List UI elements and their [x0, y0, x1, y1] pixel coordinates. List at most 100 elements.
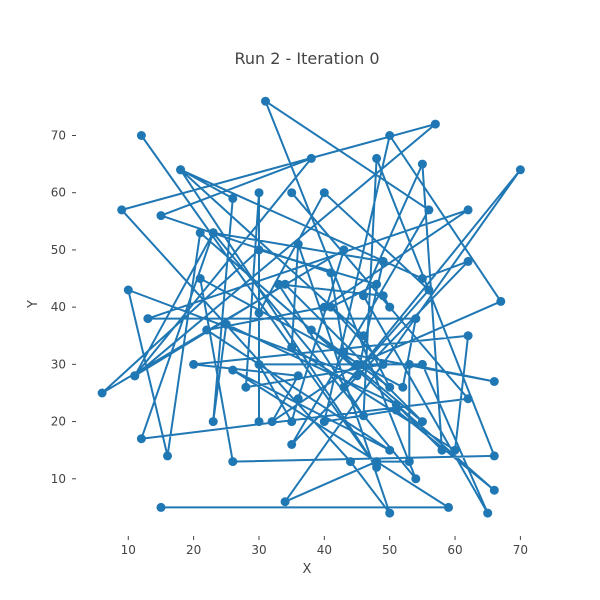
data-point — [378, 291, 388, 301]
x-tick-label: 20 — [186, 543, 201, 557]
y-tick-label: 30 — [51, 357, 66, 371]
data-point — [385, 131, 395, 140]
data-point — [306, 153, 316, 163]
data-point — [280, 279, 290, 289]
data-point — [372, 462, 382, 472]
y-tick-label: 60 — [51, 186, 66, 200]
data-point — [437, 445, 447, 455]
data-point — [463, 394, 473, 404]
data-point — [254, 245, 264, 255]
data-point — [411, 474, 421, 484]
data-point — [489, 451, 499, 461]
data-point — [319, 188, 329, 198]
data-point — [123, 285, 133, 295]
data-point — [417, 159, 427, 169]
data-point — [339, 245, 349, 255]
data-point — [359, 291, 368, 301]
data-point — [130, 371, 140, 381]
data-point — [221, 319, 231, 329]
y-tick-label: 40 — [51, 300, 66, 314]
data-point — [208, 228, 218, 238]
chart-title: Run 2 - Iteration 0 — [234, 49, 379, 68]
x-tick-label: 10 — [121, 543, 136, 557]
data-point — [372, 153, 382, 163]
data-point — [208, 417, 218, 427]
data-point — [228, 193, 238, 203]
data-point — [430, 119, 440, 129]
data-point — [385, 302, 395, 312]
data-point — [241, 382, 251, 392]
data-point — [483, 508, 493, 518]
y-axis-label: Y — [26, 300, 41, 309]
data-point — [352, 359, 362, 369]
data-point — [274, 279, 284, 289]
data-point — [385, 382, 395, 392]
data-point — [359, 411, 368, 421]
data-point — [326, 268, 336, 278]
data-point — [417, 417, 427, 427]
data-point — [280, 497, 290, 507]
data-point — [202, 325, 212, 335]
data-point — [385, 445, 395, 455]
data-point — [463, 256, 473, 266]
data-point — [515, 165, 525, 175]
data-point — [450, 445, 460, 455]
data-point — [287, 188, 297, 198]
data-point — [254, 188, 264, 198]
data-point — [339, 382, 349, 392]
x-tick-label: 40 — [317, 543, 332, 557]
x-tick-label: 60 — [447, 543, 462, 557]
data-point — [424, 285, 434, 295]
data-point — [391, 399, 401, 409]
data-point — [489, 485, 499, 495]
data-point — [293, 394, 303, 404]
x-tick-label: 30 — [251, 543, 266, 557]
data-point — [398, 382, 408, 392]
data-point — [306, 325, 316, 335]
x-axis-label: X — [303, 562, 312, 577]
data-point — [326, 302, 336, 312]
data-point — [176, 165, 186, 175]
plot-area — [97, 96, 525, 518]
data-point — [293, 239, 303, 249]
data-point — [372, 279, 382, 289]
y-tick-label: 20 — [51, 415, 66, 429]
x-tick-label: 50 — [382, 543, 397, 557]
data-point — [319, 417, 329, 427]
data-point — [267, 417, 277, 427]
data-point — [195, 274, 205, 283]
data-point — [287, 440, 297, 449]
data-point — [261, 96, 270, 106]
data-point — [117, 205, 127, 215]
data-point — [189, 359, 199, 369]
data-point — [195, 228, 205, 238]
data-point — [417, 359, 427, 369]
data-point — [404, 457, 414, 467]
data-point — [163, 451, 172, 461]
data-point — [287, 342, 297, 352]
data-point — [143, 314, 153, 324]
data-point — [339, 348, 349, 358]
data-point — [411, 314, 421, 324]
data-point — [254, 308, 264, 318]
data-point — [417, 274, 427, 283]
data-point — [287, 417, 297, 427]
data-point — [496, 296, 506, 306]
data-point — [385, 508, 395, 518]
data-point — [359, 331, 368, 341]
y-tick-label: 70 — [51, 128, 66, 142]
data-point — [463, 205, 473, 215]
data-point — [319, 302, 329, 312]
x-tick-label: 70 — [513, 543, 528, 557]
data-point — [378, 359, 388, 369]
data-point — [156, 502, 166, 512]
data-point — [254, 417, 264, 427]
data-point — [136, 131, 146, 140]
data-point — [228, 365, 238, 375]
y-tick-label: 10 — [51, 472, 66, 486]
data-point — [378, 256, 388, 266]
data-point — [424, 205, 434, 215]
y-tick-label: 50 — [51, 243, 66, 257]
data-point — [404, 359, 414, 369]
